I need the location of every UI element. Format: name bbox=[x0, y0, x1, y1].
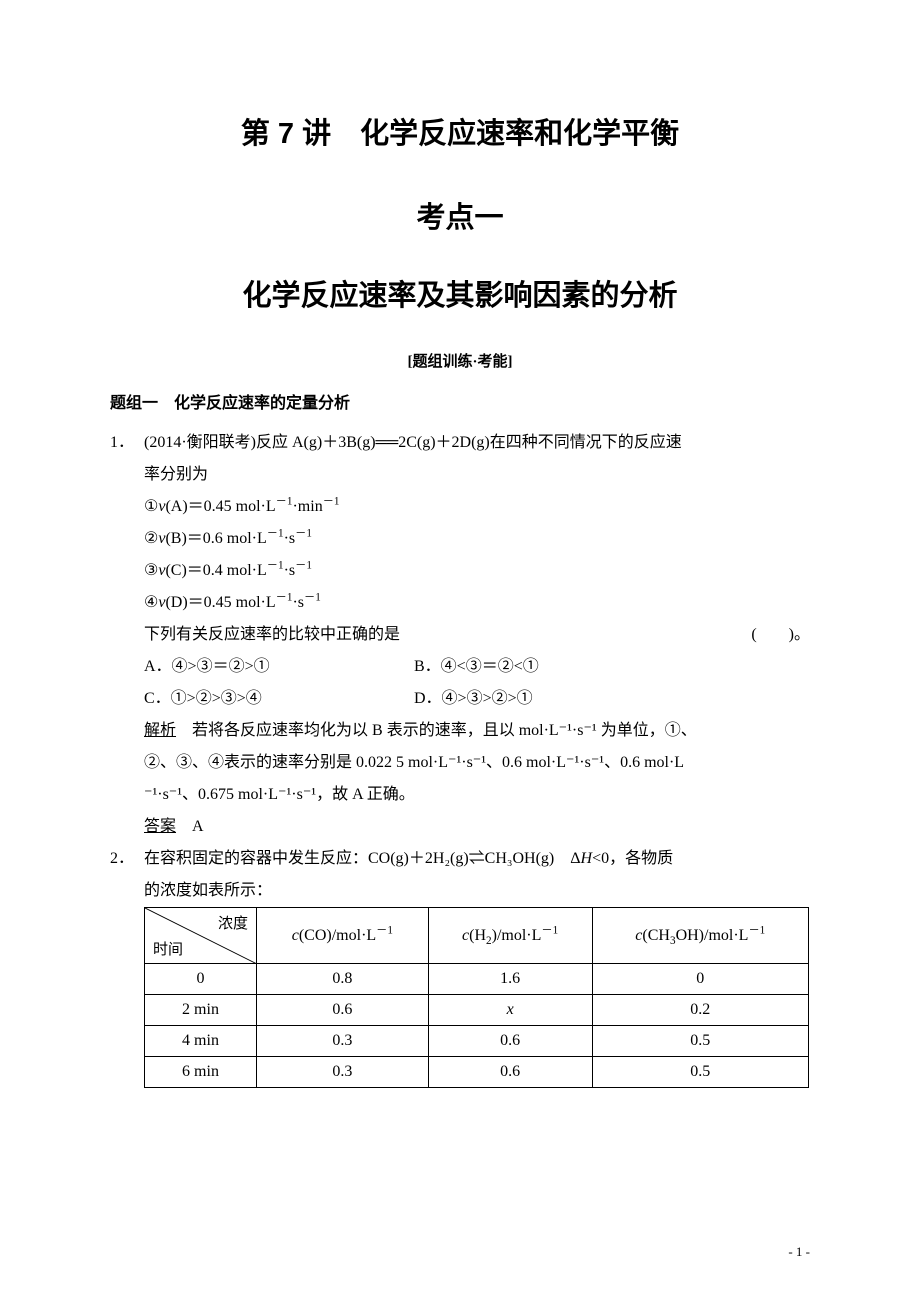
cell: 2 min bbox=[145, 995, 257, 1026]
caption: [题组训练·考能] bbox=[110, 350, 810, 371]
table-row: 4 min 0.3 0.6 0.5 bbox=[145, 1026, 809, 1057]
question-2: 2． 在容积固定的容器中发生反应：CO(g)＋2H₂(g)⇌CH₃OH(g) Δ… bbox=[110, 843, 810, 875]
q1-stem-line1: (2014·衡阳联考)反应 A(g)＋3B(g)══2C(g)＋2D(g)在四种… bbox=[144, 427, 810, 459]
q1-answer: 答案 A bbox=[144, 811, 810, 843]
q1-optB: B．④<③＝②<① bbox=[414, 651, 539, 683]
table-row: 2 min 0.6 x 0.2 bbox=[145, 995, 809, 1026]
col-h2: c(H2)/mol·L－1 bbox=[428, 908, 592, 964]
lecture-title: 第 7 讲 化学反应速率和化学平衡 bbox=[110, 110, 810, 152]
q1-options-row2: C．①>②>③>④ D．④>③>②>① bbox=[144, 683, 810, 715]
cell: 0.2 bbox=[592, 995, 808, 1026]
q1-cond4: ④v(D)＝0.45 mol·L－1·s－1 bbox=[144, 587, 810, 619]
diag-bot-label: 时间 bbox=[153, 938, 183, 959]
q1-optD: D．④>③>②>① bbox=[414, 683, 533, 715]
group-title: 题组一 化学反应速率的定量分析 bbox=[110, 389, 810, 413]
q1-options-row1: A．④>③＝②>① B．④<③＝②<① bbox=[144, 651, 810, 683]
q2-table: 浓度 时间 c(CO)/mol·L－1 c(H2)/mol·L－1 c(CH3O… bbox=[144, 907, 809, 1088]
q2-stem-line2: 的浓度如表所示： bbox=[144, 875, 810, 907]
q1-cond2: ②v(B)＝0.6 mol·L－1·s－1 bbox=[144, 523, 810, 555]
q2-stem-line1: 在容积固定的容器中发生反应：CO(g)＋2H₂(g)⇌CH₃OH(g) ΔH<0… bbox=[144, 843, 810, 875]
q1-number: 1． bbox=[110, 427, 144, 459]
q1-cond3: ③v(C)＝0.4 mol·L－1·s－1 bbox=[144, 555, 810, 587]
col-co: c(CO)/mol·L－1 bbox=[257, 908, 429, 964]
cell: 0.5 bbox=[592, 1026, 808, 1057]
diag-top-label: 浓度 bbox=[218, 912, 248, 933]
cell: 0.6 bbox=[257, 995, 429, 1026]
table-header-row: 浓度 时间 c(CO)/mol·L－1 c(H2)/mol·L－1 c(CH3O… bbox=[145, 908, 809, 964]
cell: x bbox=[428, 995, 592, 1026]
q1-stem-line2: 率分别为 bbox=[144, 459, 810, 491]
q1-paren: ( )。 bbox=[751, 619, 810, 651]
cell: 0.8 bbox=[257, 964, 429, 995]
page-number: - 1 - bbox=[788, 1244, 810, 1260]
q1-solution-line2: ②、③、④表示的速率分别是 0.022 5 mol·L⁻¹·s⁻¹、0.6 mo… bbox=[144, 747, 810, 779]
q1-question-line: 下列有关反应速率的比较中正确的是 ( )。 bbox=[144, 619, 810, 651]
table-row: 0 0.8 1.6 0 bbox=[145, 964, 809, 995]
cell: 4 min bbox=[145, 1026, 257, 1057]
col-ch3oh: c(CH3OH)/mol·L－1 bbox=[592, 908, 808, 964]
cell: 0.3 bbox=[257, 1057, 429, 1088]
q1-optA: A．④>③＝②>① bbox=[144, 651, 414, 683]
cell: 0.5 bbox=[592, 1057, 808, 1088]
q1-solution-line3: ⁻¹·s⁻¹、0.675 mol·L⁻¹·s⁻¹，故 A 正确。 bbox=[144, 779, 810, 811]
cell: 0 bbox=[145, 964, 257, 995]
q2-number: 2． bbox=[110, 843, 144, 875]
cell: 0 bbox=[592, 964, 808, 995]
solution-label: 解析 bbox=[144, 722, 176, 739]
cell: 1.6 bbox=[428, 964, 592, 995]
q1-optC: C．①>②>③>④ bbox=[144, 683, 414, 715]
topic-title: 化学反应速率及其影响因素的分析 bbox=[110, 272, 810, 314]
q1-question-text: 下列有关反应速率的比较中正确的是 bbox=[144, 619, 400, 651]
cell: 0.6 bbox=[428, 1057, 592, 1088]
cell: 6 min bbox=[145, 1057, 257, 1088]
cell: 0.6 bbox=[428, 1026, 592, 1057]
topic-number: 考点一 bbox=[110, 194, 810, 236]
question-1: 1． (2014·衡阳联考)反应 A(g)＋3B(g)══2C(g)＋2D(g)… bbox=[110, 427, 810, 459]
table-row: 6 min 0.3 0.6 0.5 bbox=[145, 1057, 809, 1088]
diag-header: 浓度 时间 bbox=[145, 908, 257, 964]
cell: 0.3 bbox=[257, 1026, 429, 1057]
q1-solution-line1: 解析 若将各反应速率均化为以 B 表示的速率，且以 mol·L⁻¹·s⁻¹ 为单… bbox=[144, 715, 810, 747]
answer-label: 答案 bbox=[144, 818, 176, 835]
q1-cond1: ①v(A)＝0.45 mol·L－1·min－1 bbox=[144, 491, 810, 523]
